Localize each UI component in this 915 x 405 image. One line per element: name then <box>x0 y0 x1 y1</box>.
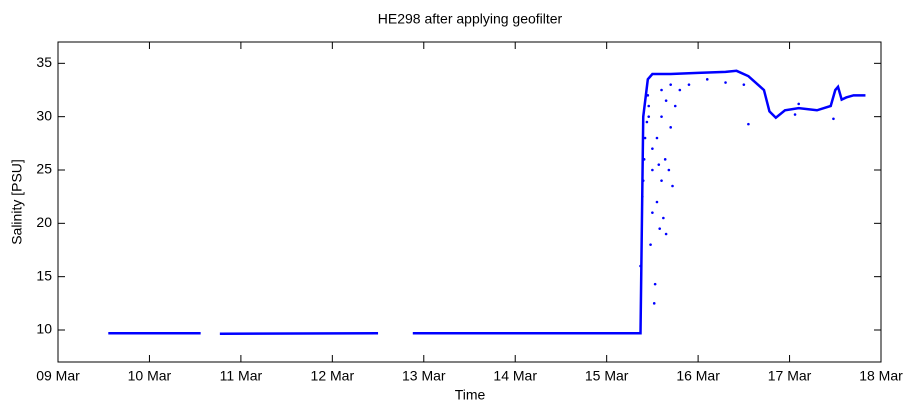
data-point <box>678 88 682 92</box>
data-point <box>667 168 671 172</box>
data-point <box>651 147 654 150</box>
data-point <box>660 88 663 92</box>
data-point <box>724 81 727 84</box>
x-tick-label: 11 Mar <box>220 368 263 384</box>
data-point <box>660 115 663 118</box>
x-tick-label: 10 Mar <box>128 368 172 384</box>
data-point <box>642 158 646 161</box>
x-tick-label: 13 Mar <box>402 368 446 384</box>
data-point <box>669 83 672 86</box>
data-point <box>673 104 677 108</box>
data-point <box>662 216 665 220</box>
y-tick-label: 35 <box>36 54 52 70</box>
x-tick-label: 16 Mar <box>676 368 720 384</box>
data-point <box>652 302 656 305</box>
data-point <box>641 179 645 182</box>
x-tick-label: 12 Mar <box>311 368 355 384</box>
data-point <box>649 243 652 246</box>
data-point <box>793 113 797 116</box>
data-point <box>832 117 835 121</box>
data-point <box>663 158 667 161</box>
data-point <box>651 168 654 172</box>
y-tick-label: 30 <box>36 107 52 123</box>
y-axis-label: Salinity [PSU] <box>9 159 25 245</box>
data-point <box>647 104 651 108</box>
data-point <box>660 179 663 182</box>
data-point <box>646 94 650 97</box>
data-point <box>664 99 668 102</box>
data-point <box>797 102 800 106</box>
data-point <box>655 200 659 204</box>
plot-area <box>57 41 882 363</box>
x-tick-label: 17 Mar <box>768 368 812 384</box>
y-tick-label: 15 <box>36 267 52 283</box>
y-tick-label: 20 <box>36 214 52 230</box>
y-tick-label: 10 <box>36 321 52 337</box>
x-tick-label: 09 Mar <box>36 368 80 384</box>
data-point <box>687 83 691 86</box>
data-point <box>669 126 672 129</box>
y-tick-label: 25 <box>36 161 52 177</box>
data-point <box>657 163 661 166</box>
data-point <box>643 136 647 140</box>
x-tick-label: 18 Mar <box>859 368 903 384</box>
data-point <box>645 120 649 124</box>
data-point <box>658 227 662 230</box>
data-point <box>742 83 746 86</box>
salinity-track <box>108 69 866 335</box>
chart-title: HE298 after applying geofilter <box>378 11 563 27</box>
x-tick-label: 15 Mar <box>585 368 629 384</box>
data-point <box>655 136 659 140</box>
data-point <box>641 195 644 198</box>
data-point <box>647 115 651 118</box>
data-point <box>747 122 750 126</box>
data-point <box>653 282 657 286</box>
data-point <box>705 78 709 81</box>
data-point <box>671 184 674 188</box>
x-axis-label: Time <box>455 387 486 403</box>
data-point <box>639 264 642 268</box>
data-point <box>664 232 668 236</box>
data-point <box>651 211 654 214</box>
x-tick-label: 14 Mar <box>493 368 537 384</box>
